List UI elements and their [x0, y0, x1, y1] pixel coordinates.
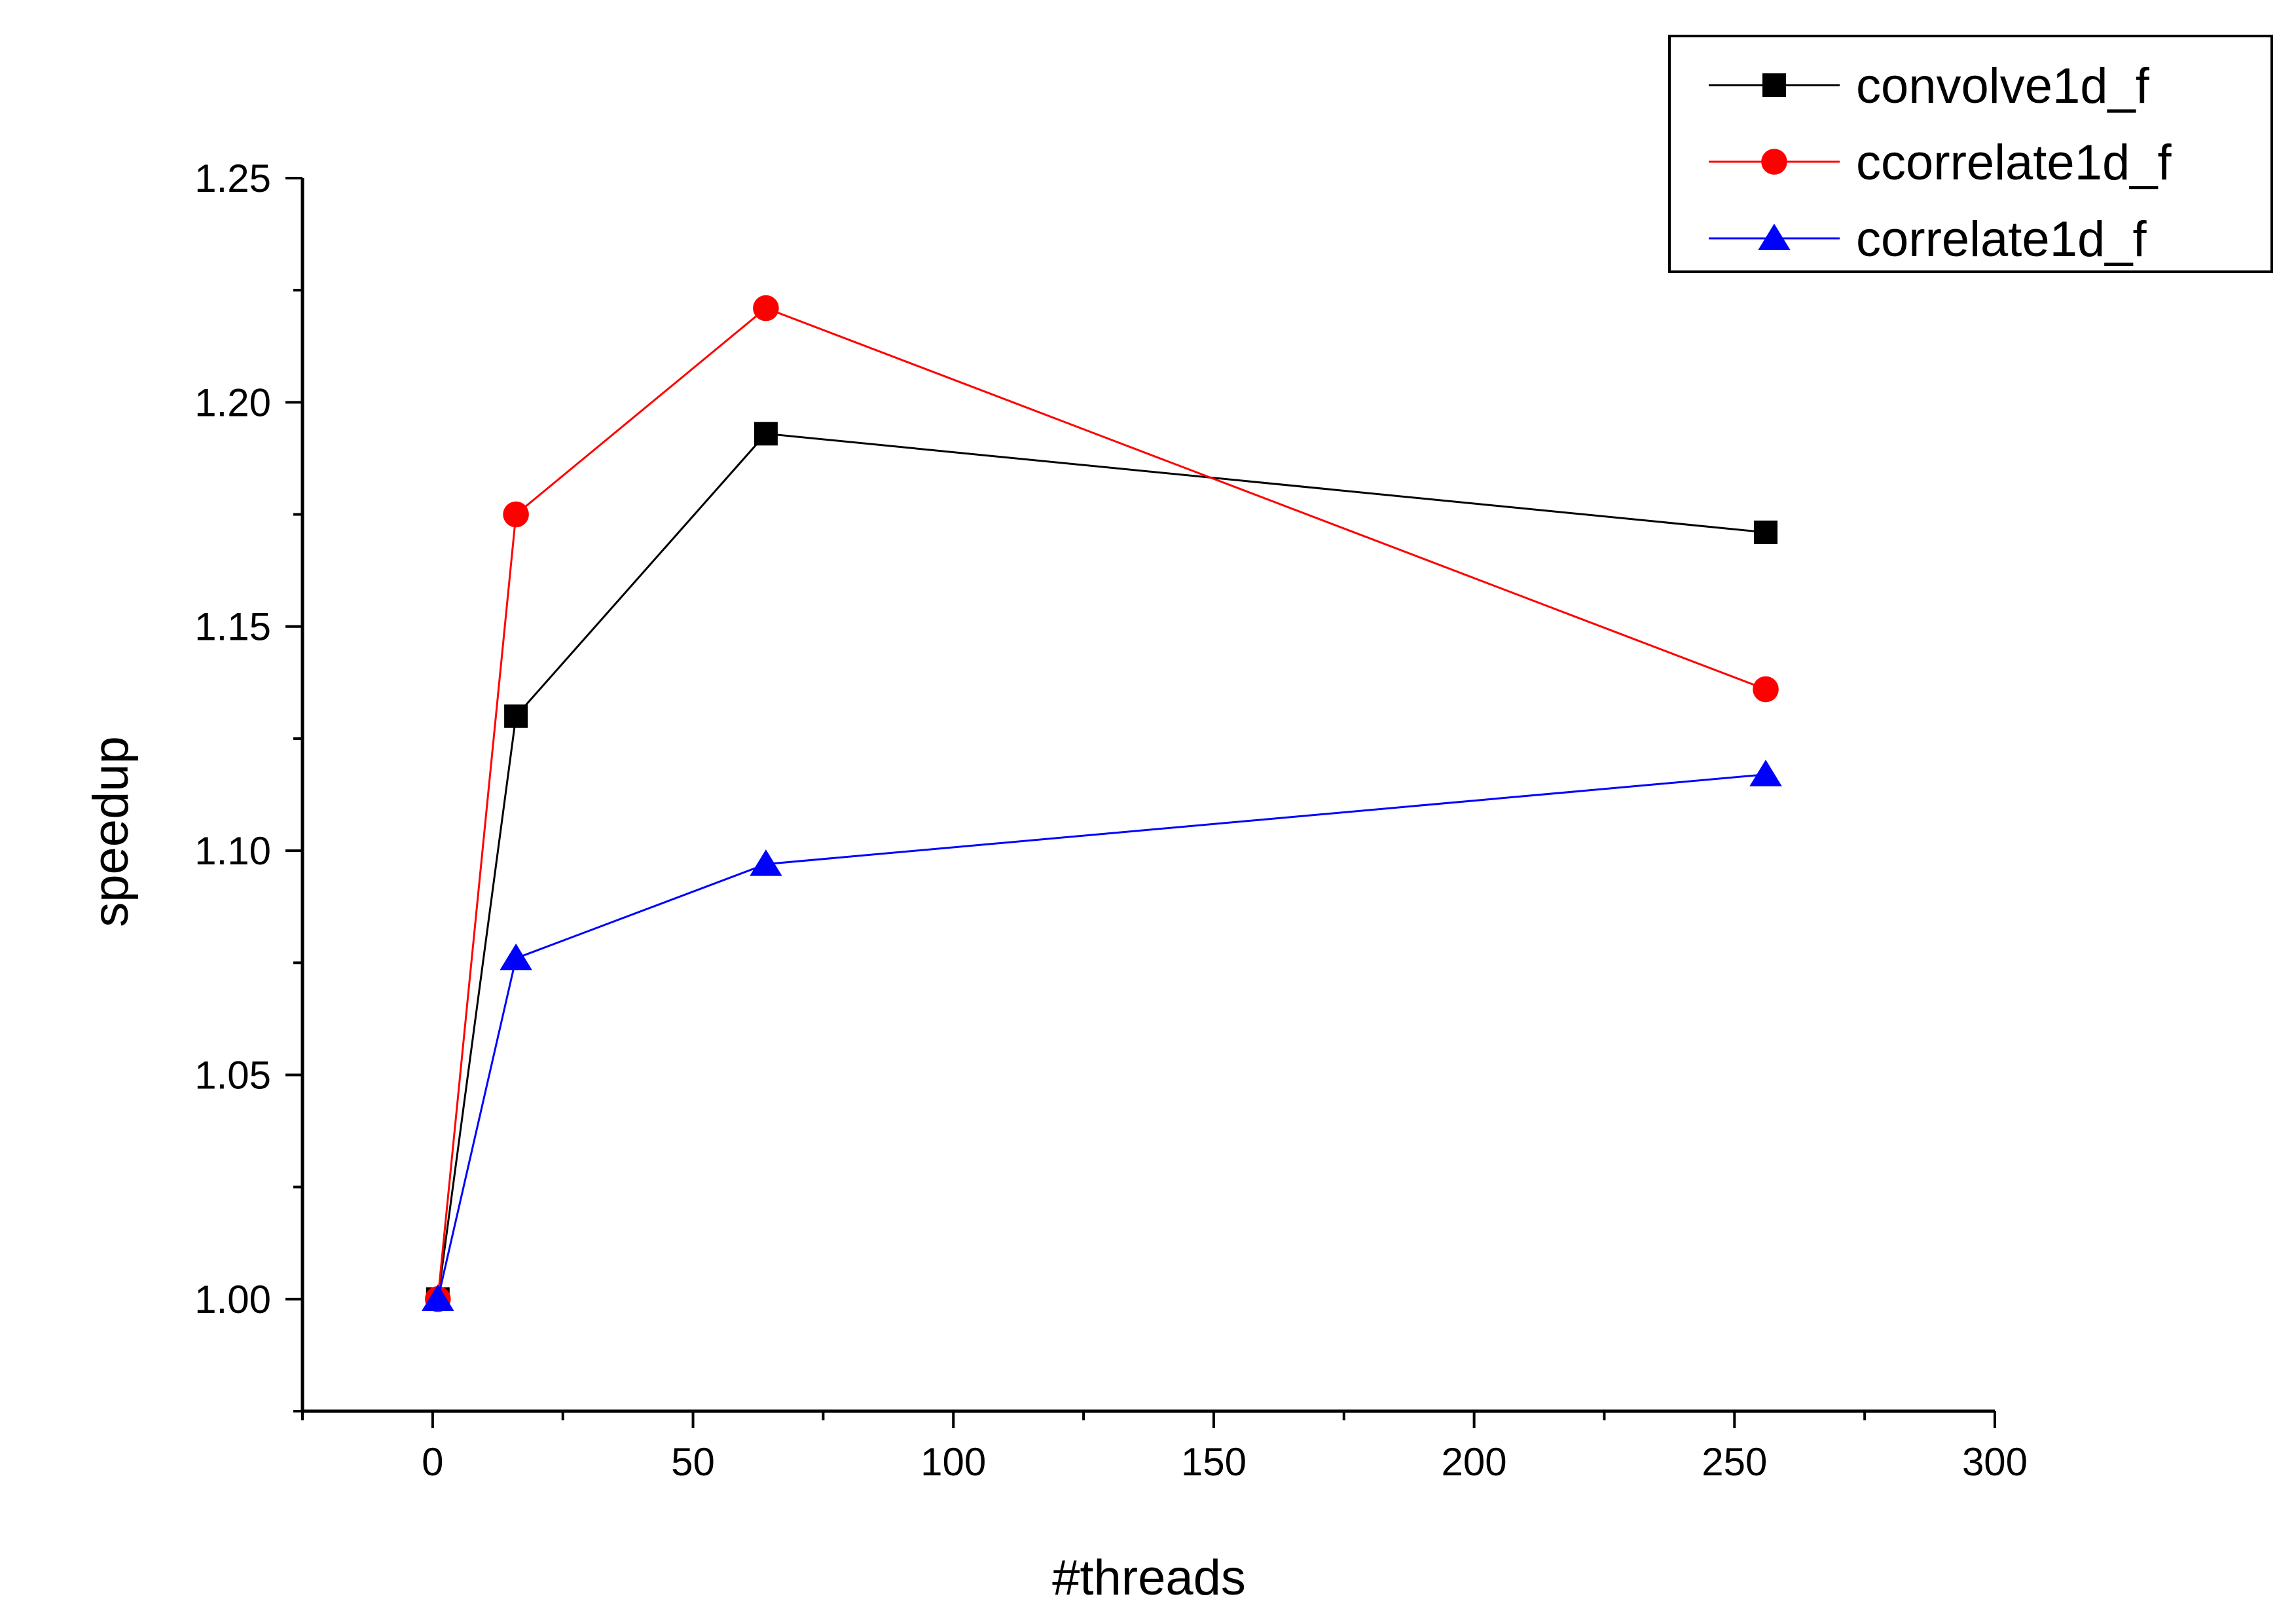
y-tick-label: 1.10: [194, 829, 271, 873]
x-tick-label: 200: [1442, 1440, 1507, 1484]
legend-item: convolve1d_f: [1709, 58, 2150, 114]
data-point: [1753, 676, 1779, 703]
data-point: [503, 501, 529, 528]
legend-marker: [1758, 223, 1791, 250]
data-point: [750, 849, 782, 876]
legend-item: ccorrelate1d_f: [1709, 135, 2172, 191]
series-ccorrelate1d_f: [425, 295, 1779, 1312]
legend-marker: [1762, 73, 1786, 97]
x-tick-label: 150: [1181, 1440, 1247, 1484]
x-tick-label: 100: [920, 1440, 986, 1484]
x-tick-label: 300: [1962, 1440, 2028, 1484]
y-tick-label: 1.20: [194, 380, 271, 424]
legend-label: convolve1d_f: [1856, 58, 2150, 114]
data-point: [500, 943, 532, 970]
y-tick-label: 1.05: [194, 1053, 271, 1097]
data-point: [504, 704, 528, 728]
data-point: [753, 295, 779, 322]
legend-item: correlate1d_f: [1709, 212, 2147, 267]
x-tick-label: 250: [1702, 1440, 1767, 1484]
y-tick-label: 1.15: [194, 605, 271, 649]
data-point: [422, 1284, 454, 1311]
legend-marker: [1761, 149, 1787, 175]
data-point: [1749, 760, 1782, 786]
legend-label: ccorrelate1d_f: [1856, 135, 2172, 191]
y-tick-label: 1.00: [194, 1278, 271, 1321]
x-tick-label: 50: [671, 1440, 715, 1484]
data-point: [1754, 520, 1778, 544]
series-correlate1d_f: [422, 760, 1782, 1311]
y-tick-label: 1.25: [194, 157, 271, 200]
series-line: [437, 432, 1766, 1300]
data-point: [754, 422, 778, 446]
axes: 0 50 100 150 200 250 300 1.00 1.05 1.10 1.15 1.20 1.…: [194, 157, 2028, 1484]
legend: convolve1d_f ccorrelate1d_f correlate1d_f: [1668, 35, 2273, 273]
x-axis-title: #threads: [1052, 1550, 1246, 1606]
series-line: [437, 773, 1766, 1300]
series-convolve1d_f: [426, 422, 1778, 1311]
legend-label: correlate1d_f: [1856, 212, 2147, 267]
series-line: [437, 306, 1766, 1299]
x-tick-label: 0: [422, 1440, 443, 1484]
plot-area: [422, 295, 1782, 1312]
y-axis-title: speedup: [83, 736, 139, 927]
